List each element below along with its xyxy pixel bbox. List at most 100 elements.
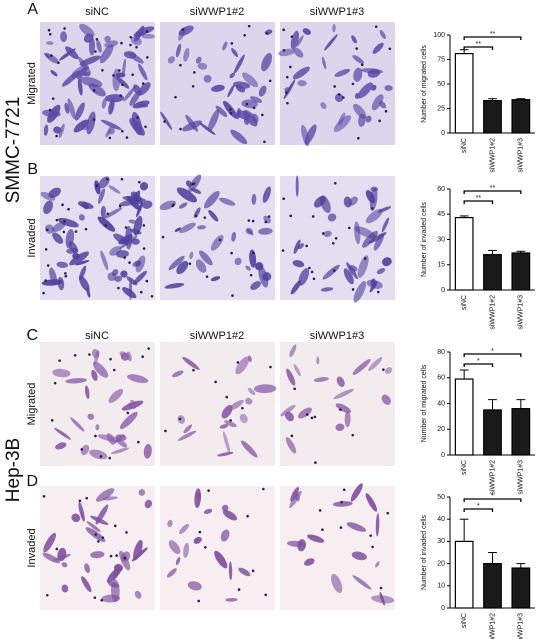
nucleus <box>106 177 109 181</box>
nucleus <box>112 368 116 372</box>
y-tick-label: 75 <box>437 56 445 63</box>
nucleus <box>101 68 104 72</box>
nucleus <box>314 461 317 464</box>
nucleus <box>384 109 388 113</box>
cell <box>313 196 326 208</box>
panel-label: A <box>27 1 38 18</box>
cell <box>199 122 216 136</box>
cell <box>183 542 190 558</box>
nucleus <box>178 417 182 421</box>
nucleus <box>85 496 89 500</box>
y-tick-label: 15 <box>437 262 445 269</box>
cell <box>292 260 305 268</box>
y-tick-label: 0 <box>441 452 445 459</box>
cell <box>290 280 302 295</box>
cell <box>116 250 129 258</box>
cell <box>293 239 301 254</box>
cell <box>97 188 106 204</box>
significance-label: * <box>491 493 494 500</box>
nucleus <box>108 136 112 140</box>
cell <box>94 180 101 195</box>
cell <box>353 281 367 303</box>
cell <box>84 385 90 399</box>
nucleus <box>137 180 141 184</box>
cell <box>101 594 121 603</box>
cell <box>293 47 304 58</box>
cell <box>141 200 153 209</box>
bar <box>511 408 531 456</box>
cell <box>138 63 148 81</box>
cell <box>130 399 138 406</box>
cell <box>302 28 311 35</box>
nucleus <box>136 116 139 119</box>
bar <box>483 562 502 609</box>
cell <box>138 489 146 496</box>
cell <box>197 225 207 230</box>
nucleus <box>55 218 59 222</box>
cell <box>294 492 300 502</box>
column-header: siWWP1#3 <box>310 330 364 342</box>
cell <box>334 93 344 103</box>
cell <box>52 232 64 244</box>
significance-bracket <box>463 363 494 367</box>
cell <box>79 265 87 280</box>
significance-label: * <box>477 503 480 510</box>
cell <box>195 56 202 64</box>
nucleus <box>78 499 82 503</box>
cell <box>225 597 238 602</box>
cell <box>381 217 390 233</box>
cell <box>174 227 182 232</box>
cell <box>251 113 259 123</box>
nucleus <box>67 207 70 211</box>
cell <box>351 551 367 561</box>
cell <box>245 265 251 271</box>
cell <box>90 515 109 526</box>
nucleus <box>42 291 45 295</box>
cell <box>78 501 85 522</box>
nucleus <box>48 108 52 112</box>
cell <box>351 35 357 44</box>
cell <box>344 411 351 428</box>
cell <box>159 200 177 211</box>
cell <box>183 47 190 62</box>
nucleus <box>342 488 346 492</box>
bar <box>483 254 502 291</box>
micrograph <box>160 22 275 145</box>
nucleus <box>214 380 217 384</box>
significance-bracket <box>463 190 522 194</box>
nucleus <box>236 361 240 364</box>
nucleus <box>218 238 222 242</box>
cell <box>316 356 320 365</box>
cell <box>168 540 181 555</box>
y-tick-label: 40 <box>437 400 445 407</box>
nucleus <box>376 290 380 294</box>
cell <box>108 388 124 403</box>
cell <box>379 101 387 109</box>
micrograph <box>40 22 156 145</box>
cell <box>79 23 95 37</box>
nucleus <box>229 108 232 111</box>
cell <box>86 521 101 533</box>
x-tick-label: siWWP1#2 <box>489 295 496 330</box>
cell <box>139 103 149 108</box>
nucleus <box>115 554 118 557</box>
cell <box>52 221 66 232</box>
nucleus <box>97 540 100 543</box>
cell <box>175 557 181 565</box>
nucleus <box>164 429 167 433</box>
nucleus <box>261 113 264 117</box>
y-tick-label: 50 <box>437 494 445 501</box>
cell <box>97 434 121 443</box>
cell <box>84 563 91 574</box>
cell <box>296 35 304 47</box>
bar <box>511 99 531 134</box>
nucleus <box>125 136 129 139</box>
cell <box>44 224 55 234</box>
nucleus <box>230 251 233 255</box>
nucleus <box>351 288 355 291</box>
cell <box>179 222 196 234</box>
nucleus <box>382 368 385 371</box>
nucleus <box>269 365 272 369</box>
nucleus <box>282 48 286 52</box>
cell <box>280 404 296 417</box>
